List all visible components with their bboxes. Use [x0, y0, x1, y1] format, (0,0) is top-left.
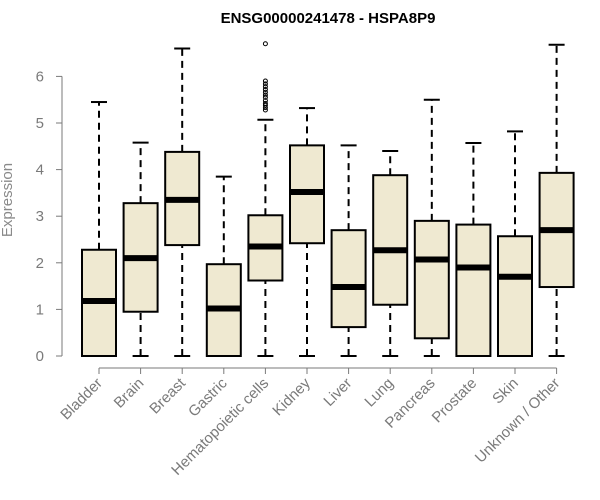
y-tick-label: 1: [36, 301, 44, 318]
x-tick-label: Breast: [146, 374, 189, 417]
box-skin: [497, 130, 533, 358]
y-tick-label: 6: [36, 68, 44, 85]
chart-title: ENSG00000241478 - HSPA8P9: [221, 10, 436, 27]
box-unknown-other: [538, 43, 575, 357]
box-breast: [164, 47, 201, 357]
box-kidney: [289, 107, 325, 357]
box-bladder: [81, 101, 117, 357]
box-lung: [372, 149, 409, 357]
outlier-point: [262, 107, 268, 113]
box-iqr: [372, 174, 409, 306]
outlier-point: [262, 41, 268, 47]
box-hematopoietic-cells: [247, 41, 284, 357]
box-iqr: [497, 235, 533, 358]
y-tick-label: 2: [36, 255, 44, 272]
outlier-point: [262, 89, 268, 95]
box-iqr: [455, 223, 492, 357]
x-axis: [98, 367, 558, 374]
outlier-point: [262, 84, 268, 90]
box-brain: [122, 141, 159, 357]
outlier-point: [262, 102, 268, 108]
y-tick-label: 3: [36, 208, 44, 225]
y-tick-label: 5: [36, 115, 44, 132]
box-gastric: [205, 175, 242, 357]
box-pancreas: [413, 98, 450, 357]
x-tick-label: Brain: [111, 375, 148, 412]
box-liver: [330, 144, 367, 357]
box-iqr: [413, 219, 450, 340]
y-axis: 0 1 2 3 4 5 6: [36, 68, 63, 365]
y-tick-label: 0: [36, 348, 44, 365]
x-tick-label: Liver: [320, 375, 355, 410]
outlier-point: [262, 86, 268, 92]
x-tick-label: Lung: [361, 375, 397, 411]
x-tick-label: Bladder: [57, 375, 106, 424]
outlier-point: [262, 92, 268, 98]
y-tick-label: 4: [36, 162, 44, 179]
outlier-point: [262, 98, 268, 104]
outlier-point: [262, 100, 268, 106]
outlier-point: [262, 78, 268, 84]
box-group: [81, 41, 575, 358]
box-prostate: [455, 142, 492, 357]
outlier-point: [262, 94, 268, 100]
box-iqr: [330, 229, 367, 329]
y-axis-label: Expression: [0, 163, 16, 237]
x-tick-label: Kidney: [269, 374, 314, 419]
x-tick-label: Prostate: [429, 375, 481, 427]
outlier-point: [262, 81, 268, 87]
x-tick-label: Skin: [489, 375, 522, 408]
